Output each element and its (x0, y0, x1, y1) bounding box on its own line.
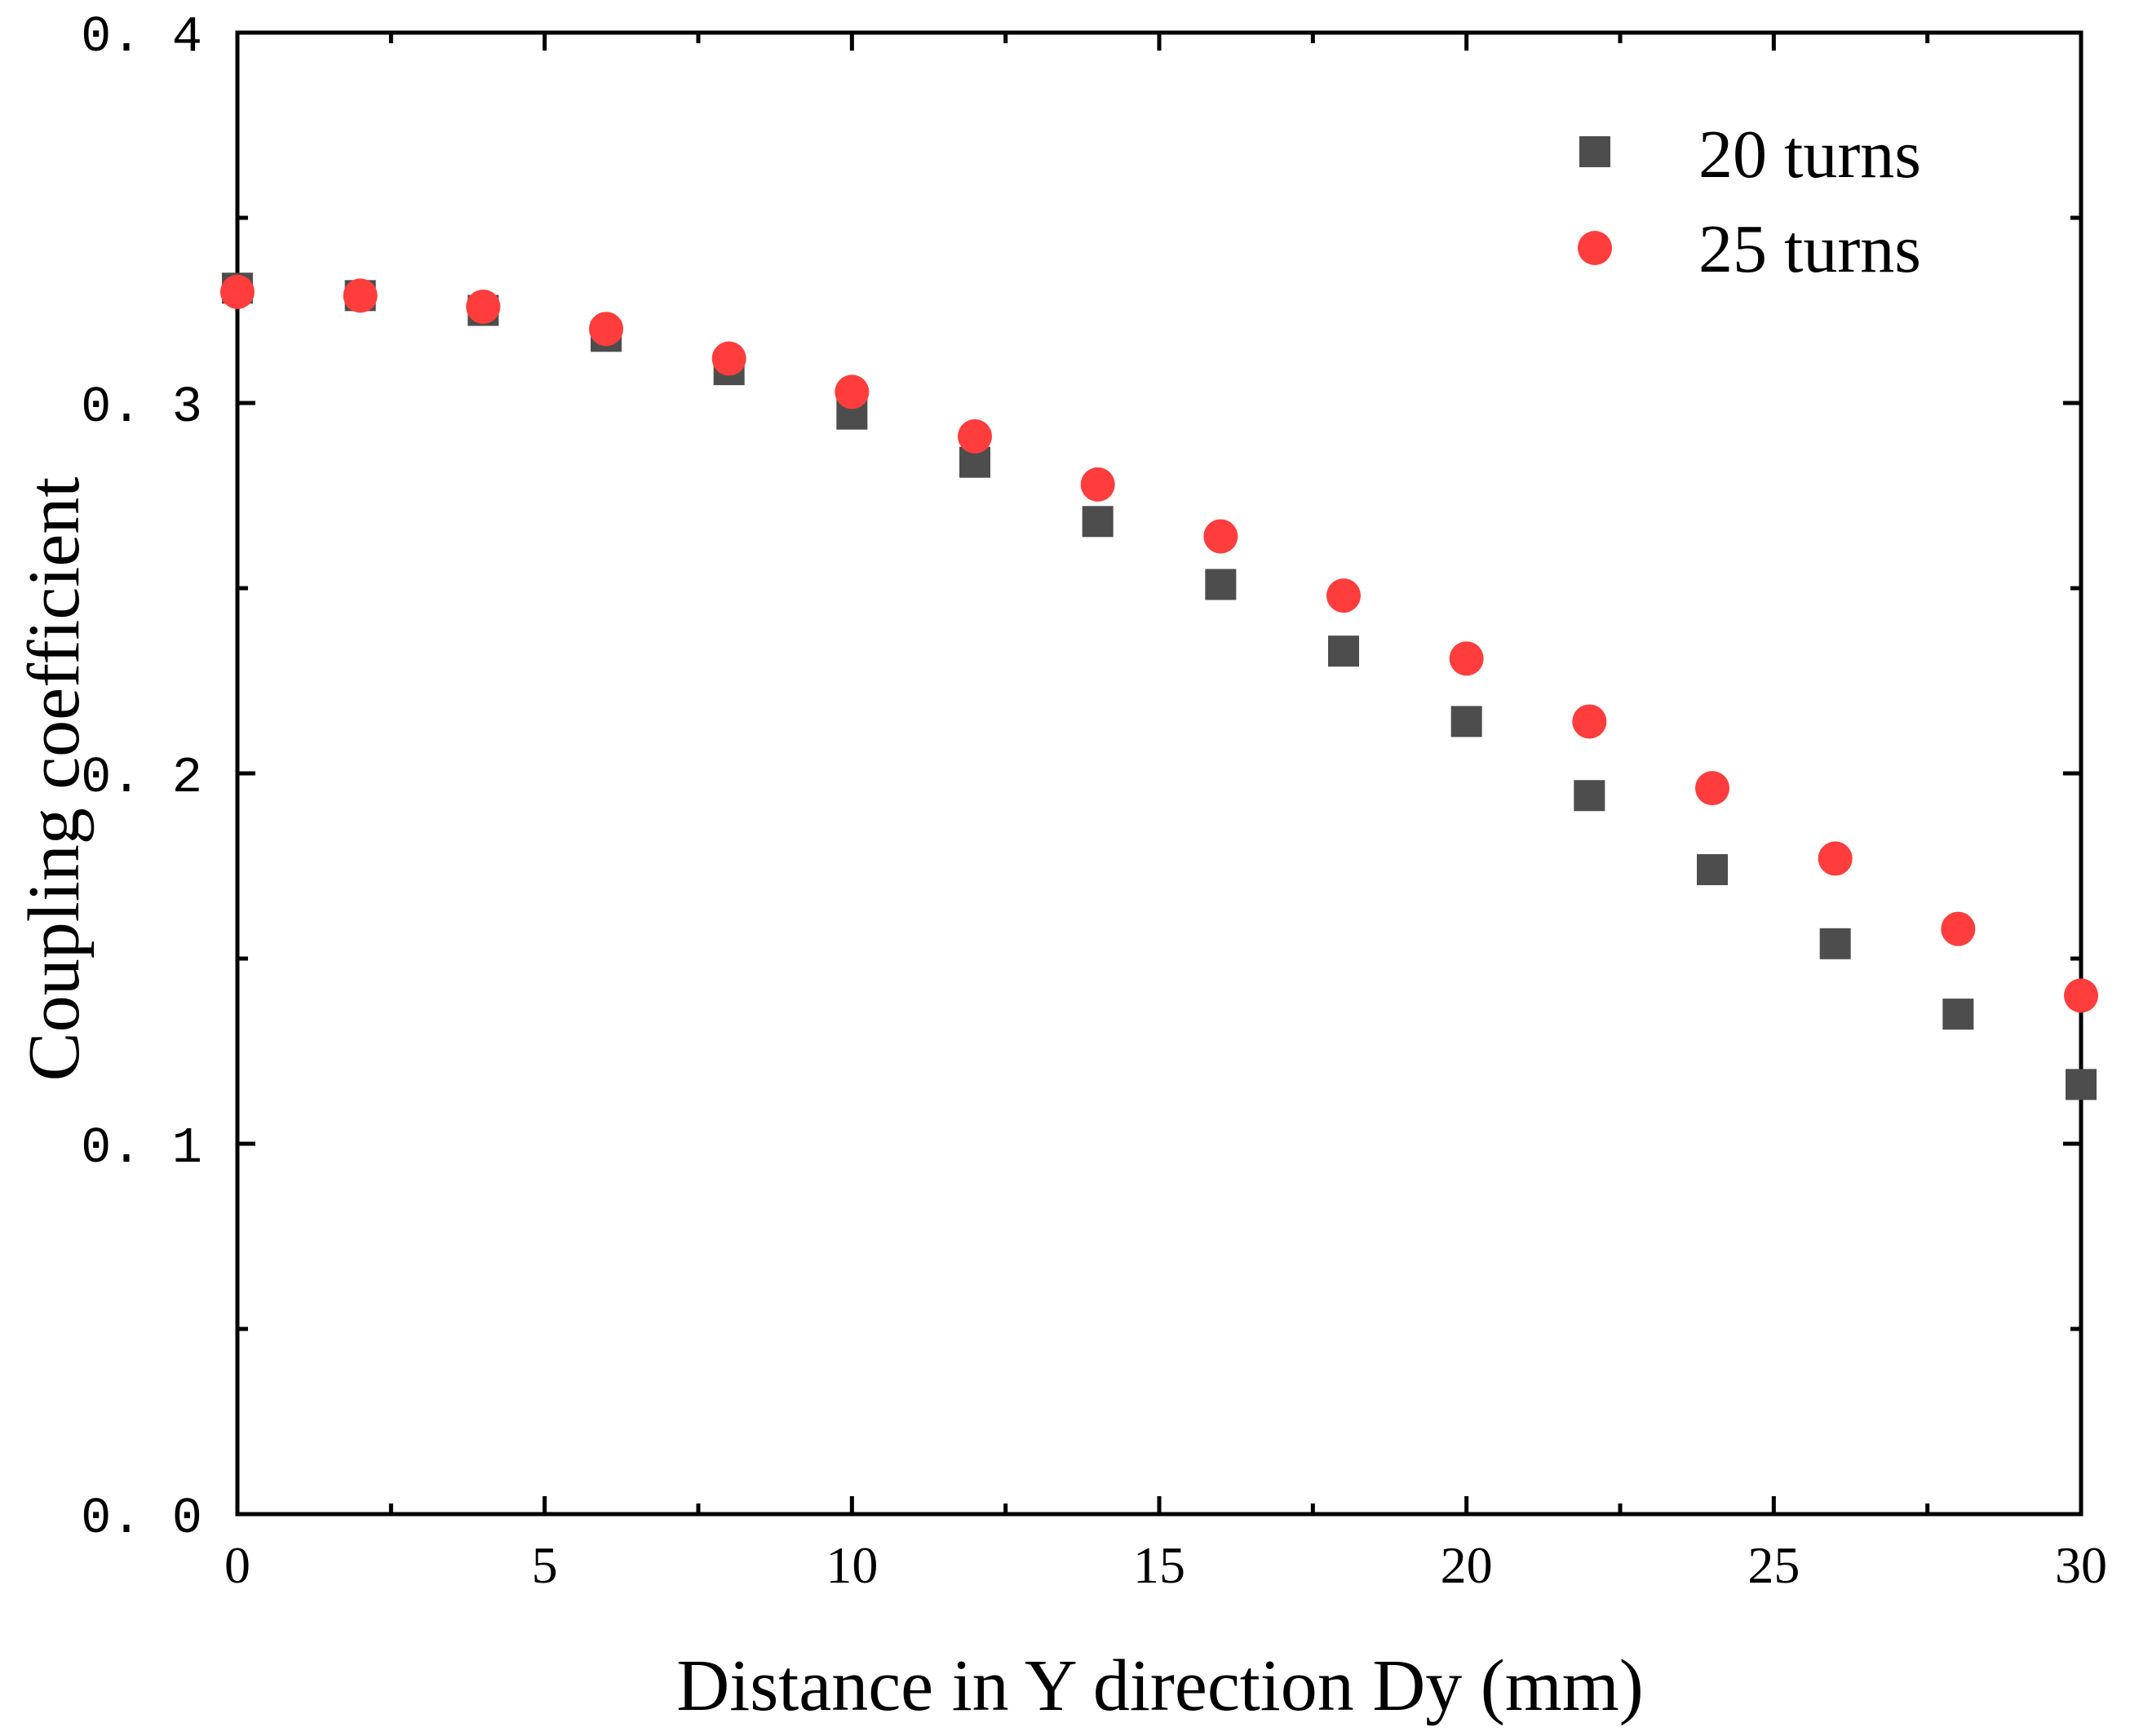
legend: 20 turns 25 turns (1578, 117, 1921, 287)
point-25-turns-12 (1695, 771, 1729, 806)
point-25-turns-1 (343, 278, 378, 313)
x-tick-label-5: 25 (1747, 1536, 1800, 1594)
point-20-turns-11 (1574, 780, 1605, 812)
point-25-turns-0 (220, 274, 255, 309)
y-tick-label-0: 0. 0 (81, 1490, 202, 1548)
x-tick-label-2: 10 (826, 1536, 878, 1594)
point-25-turns-5 (835, 374, 870, 410)
legend-label-25-turns: 25 turns (1698, 211, 1921, 287)
legend-marker-20-turns (1579, 136, 1610, 167)
point-25-turns-9 (1326, 578, 1361, 613)
point-20-turns-15 (2066, 1069, 2097, 1100)
x-axis-label: Distance in Y direction Dy (mm) (676, 1645, 1644, 1726)
point-20-turns-8 (1205, 569, 1237, 600)
legend-label-20-turns: 20 turns (1698, 117, 1921, 193)
data-series-layer (220, 272, 2098, 1100)
point-20-turns-14 (1942, 999, 1974, 1030)
y-axis-label: Coupling coefficient (14, 477, 95, 1082)
y-tick-label-3: 0. 3 (81, 379, 202, 436)
x-axis: 0 5 10 15 20 25 30 (224, 33, 2107, 1594)
y-tick-label-4: 0. 4 (81, 8, 202, 66)
point-20-turns-7 (1082, 506, 1114, 538)
y-tick-label-2: 0. 2 (81, 749, 202, 807)
point-25-turns-8 (1203, 519, 1238, 554)
point-25-turns-4 (711, 341, 746, 376)
point-25-turns-15 (2064, 978, 2098, 1013)
x-tick-label-3: 15 (1133, 1536, 1185, 1594)
x-tick-label-1: 5 (532, 1536, 558, 1594)
point-25-turns-3 (589, 312, 623, 347)
x-tick-label-0: 0 (224, 1536, 250, 1594)
point-20-turns-9 (1328, 636, 1359, 667)
point-25-turns-6 (958, 418, 992, 454)
point-25-turns-2 (466, 289, 501, 324)
y-tick-label-1: 0. 1 (81, 1119, 202, 1177)
legend-marker-25-turns (1578, 231, 1612, 265)
x-tick-label-6: 30 (2055, 1536, 2107, 1594)
point-25-turns-7 (1080, 467, 1115, 502)
point-20-turns-13 (1819, 928, 1851, 959)
point-25-turns-14 (1941, 911, 1976, 946)
y-axis: 0. 0 0. 1 0. 2 0. 3 0. 4 (81, 8, 2081, 1548)
point-25-turns-10 (1449, 641, 1484, 676)
point-25-turns-13 (1818, 841, 1853, 876)
x-tick-label-4: 20 (1441, 1536, 1493, 1594)
point-25-turns-11 (1572, 704, 1607, 739)
point-20-turns-10 (1450, 706, 1482, 737)
point-20-turns-12 (1697, 854, 1728, 886)
series-25-turns (220, 274, 2098, 1013)
